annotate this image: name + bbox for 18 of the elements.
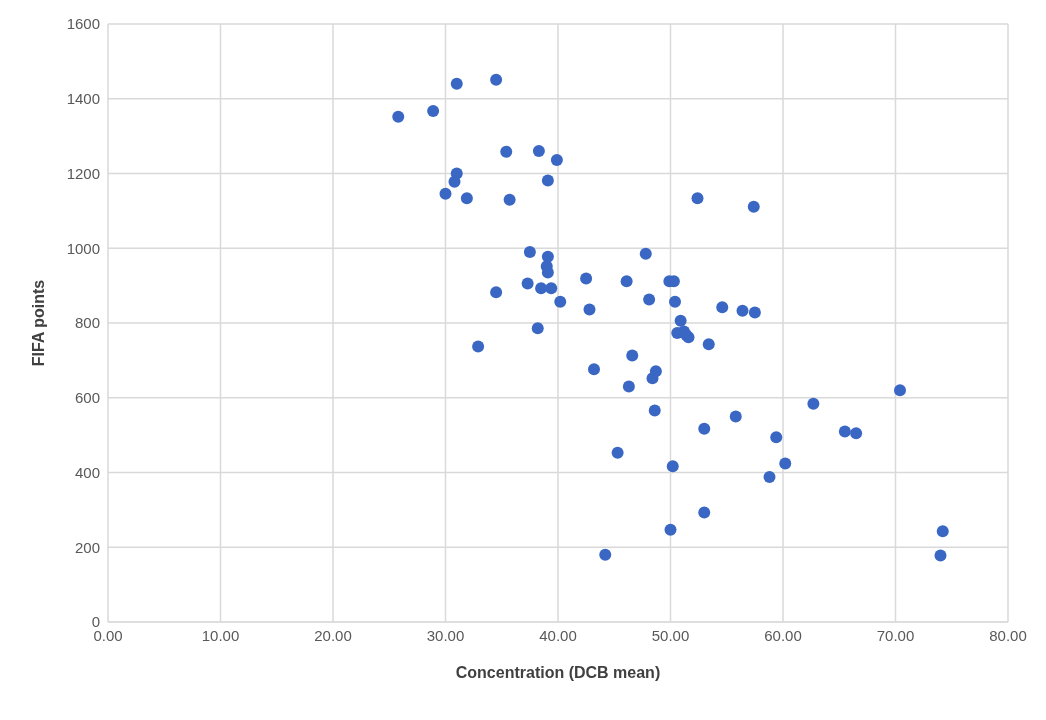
y-tick-label: 1000 — [66, 239, 100, 257]
y-tick-label: 1600 — [66, 15, 100, 33]
x-tick-label: 30.00 — [426, 626, 465, 644]
x-tick-label: 10.00 — [201, 626, 240, 644]
y-tick-label: 400 — [74, 463, 100, 481]
y-tick-label: 800 — [74, 314, 100, 332]
x-tick-label: 40.00 — [539, 626, 577, 644]
y-tick-label: 1400 — [66, 90, 100, 108]
x-tick-label: 70.00 — [876, 626, 915, 644]
x-axis-title: Concentration (DCB mean) — [455, 664, 661, 681]
x-tick-label: 80.00 — [989, 626, 1027, 644]
y-tick-label: 600 — [74, 389, 100, 407]
x-tick-label: 20.00 — [314, 626, 352, 644]
x-tick-label: 60.00 — [764, 626, 802, 644]
y-tick-label: 200 — [74, 538, 100, 556]
y-tick-label: 1200 — [66, 164, 100, 182]
y-axis-title: FIFA points — [29, 279, 47, 367]
x-tick-label: 50.00 — [651, 626, 690, 644]
